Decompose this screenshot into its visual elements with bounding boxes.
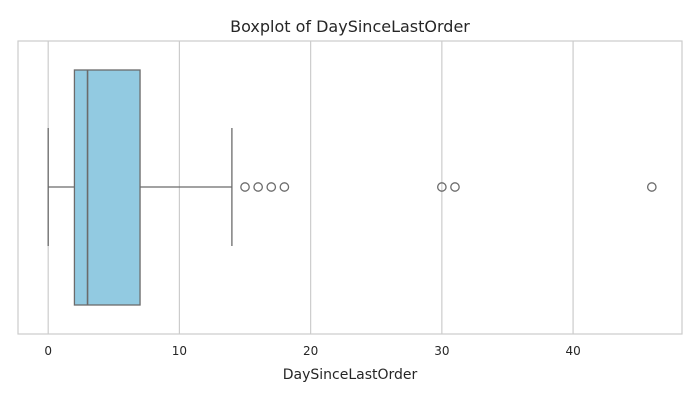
boxplot	[47, 69, 233, 306]
outlier-point	[253, 182, 263, 192]
plot-frame	[17, 40, 683, 335]
x-tick-label: 10	[172, 344, 187, 358]
outlier-point	[646, 182, 657, 192]
x-axis-label: DaySinceLastOrder	[283, 367, 418, 383]
outlier-point	[437, 182, 447, 192]
outlier-point	[279, 182, 290, 192]
x-axis-ticks: 0 10 20 30 40	[44, 344, 580, 358]
x-tick-label: 30	[434, 344, 449, 358]
outlier-point	[450, 182, 460, 192]
chart-title: Boxplot of DaySinceLastOrder	[230, 17, 470, 36]
iqr-box	[73, 69, 141, 306]
x-tick-label: 20	[303, 344, 318, 358]
outlier-point	[266, 182, 277, 192]
outlier-point	[240, 182, 250, 192]
x-tick-label: 40	[565, 344, 580, 358]
outliers	[240, 182, 657, 192]
x-tick-label: 0	[44, 344, 52, 358]
gridlines	[47, 41, 574, 334]
